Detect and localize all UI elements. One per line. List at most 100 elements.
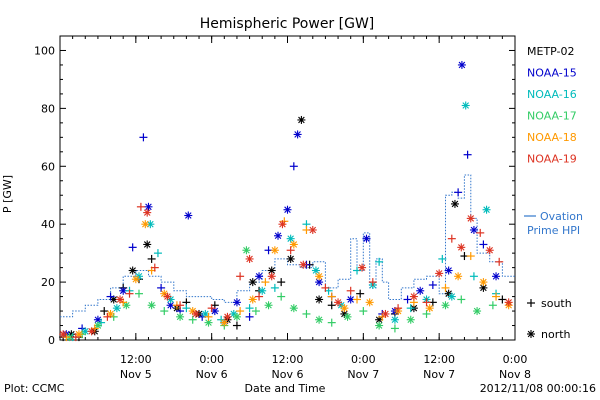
data-point-north: [315, 272, 324, 281]
data-point-north: [457, 243, 466, 252]
data-point-north: [267, 272, 276, 281]
data-point-north: [457, 60, 466, 69]
data-point-north: [270, 246, 279, 255]
data-point-south: [406, 304, 415, 313]
data-point-south: [204, 312, 213, 321]
data-point-north: [116, 295, 125, 304]
data-point-south: [463, 150, 472, 159]
legend-entry: NOAA-16: [527, 88, 577, 101]
data-point-north: [286, 234, 295, 243]
data-point-south: [106, 292, 115, 301]
data-point-north: [245, 254, 254, 263]
data-point-north: [232, 312, 241, 321]
data-point-north: [444, 266, 453, 275]
data-point-south: [454, 188, 463, 197]
data-point-south: [134, 289, 143, 298]
data-point-south: [375, 257, 384, 266]
data-point-north: [248, 295, 257, 304]
data-point-north: [340, 304, 349, 313]
data-point-north: [447, 292, 456, 301]
data-point-south: [153, 249, 162, 258]
data-point-north: [147, 301, 156, 310]
data-point-north: [297, 115, 306, 124]
footer-right: 2012/11/08 00:00:16: [480, 382, 596, 395]
data-point-north: [176, 312, 185, 321]
x-tick-time: 0:00: [503, 353, 528, 366]
data-point-north: [119, 286, 128, 295]
data-point-north: [299, 260, 308, 269]
data-point-south: [286, 246, 295, 255]
y-tick-label: 100: [34, 44, 55, 57]
x-tick-time: 12:00: [423, 353, 455, 366]
data-point-north: [450, 199, 459, 208]
data-point-north: [143, 240, 152, 249]
data-point-south: [125, 289, 134, 298]
data-point-south: [356, 289, 365, 298]
x-tick-date: Nov 7: [347, 368, 379, 381]
data-point-south: [479, 240, 488, 249]
data-point-north: [131, 275, 140, 284]
data-point-north: [473, 307, 482, 316]
ovation-prime-series: [60, 174, 515, 318]
data-point-north: [184, 211, 193, 220]
data-point-north: [469, 225, 478, 234]
footer-left: Plot: CCMC: [4, 382, 65, 395]
legend-entry: METP-02: [527, 45, 575, 58]
data-point-north: [223, 312, 232, 321]
legend-ovation-label: Ovation: [540, 210, 583, 223]
data-point-north: [425, 304, 434, 313]
x-tick-time: 0:00: [351, 353, 376, 366]
data-point-south: [71, 333, 80, 342]
data-point-north: [141, 220, 150, 229]
data-point-south: [353, 295, 362, 304]
data-point-south: [302, 309, 311, 318]
x-tick-date: Nov 6: [196, 368, 228, 381]
data-point-south: [346, 286, 355, 295]
data-point-south: [236, 307, 245, 316]
data-points: [59, 60, 513, 342]
data-point-south: [368, 278, 377, 287]
data-point-south: [182, 304, 191, 313]
data-point-south: [147, 254, 156, 263]
data-point-south: [207, 304, 216, 313]
data-point-north: [485, 246, 494, 255]
data-point-north: [242, 246, 251, 255]
y-tick-label: 0: [48, 334, 55, 347]
y-tick-label: 20: [41, 276, 55, 289]
data-point-south: [277, 278, 286, 287]
x-tick-date: Nov 6: [272, 368, 304, 381]
data-point-south: [394, 304, 403, 313]
data-point-north: [283, 205, 292, 214]
x-tick-date: Nov 5: [120, 368, 152, 381]
data-point-south: [157, 283, 166, 292]
ovation-prime-line: [60, 174, 515, 318]
data-point-south: [438, 254, 447, 263]
data-point-north: [293, 130, 302, 139]
data-point-north: [409, 292, 418, 301]
data-point-south: [289, 162, 298, 171]
data-point-south: [255, 292, 264, 301]
data-point-south: [160, 307, 169, 316]
data-point-south: [150, 263, 159, 272]
data-point-south: [327, 318, 336, 327]
data-point-south: [476, 228, 485, 237]
data-point-south: [100, 307, 109, 316]
data-point-south: [176, 301, 185, 310]
data-point-south: [447, 234, 456, 243]
data-point-south: [492, 292, 501, 301]
data-point-north: [375, 321, 384, 330]
data-point-north: [59, 330, 68, 339]
y-axis-label: P [GW]: [1, 175, 14, 213]
data-point-south: [390, 324, 399, 333]
data-point-north: [278, 220, 287, 229]
data-point-north: [334, 298, 343, 307]
data-point-south: [441, 283, 450, 292]
data-point-north: [461, 101, 470, 110]
data-point-north: [479, 278, 488, 287]
data-point-south: [128, 243, 137, 252]
data-point-north: [255, 272, 264, 281]
data-point-north: [406, 315, 415, 324]
data-point-north: [343, 312, 352, 321]
marker-legend-label: north: [541, 328, 571, 341]
